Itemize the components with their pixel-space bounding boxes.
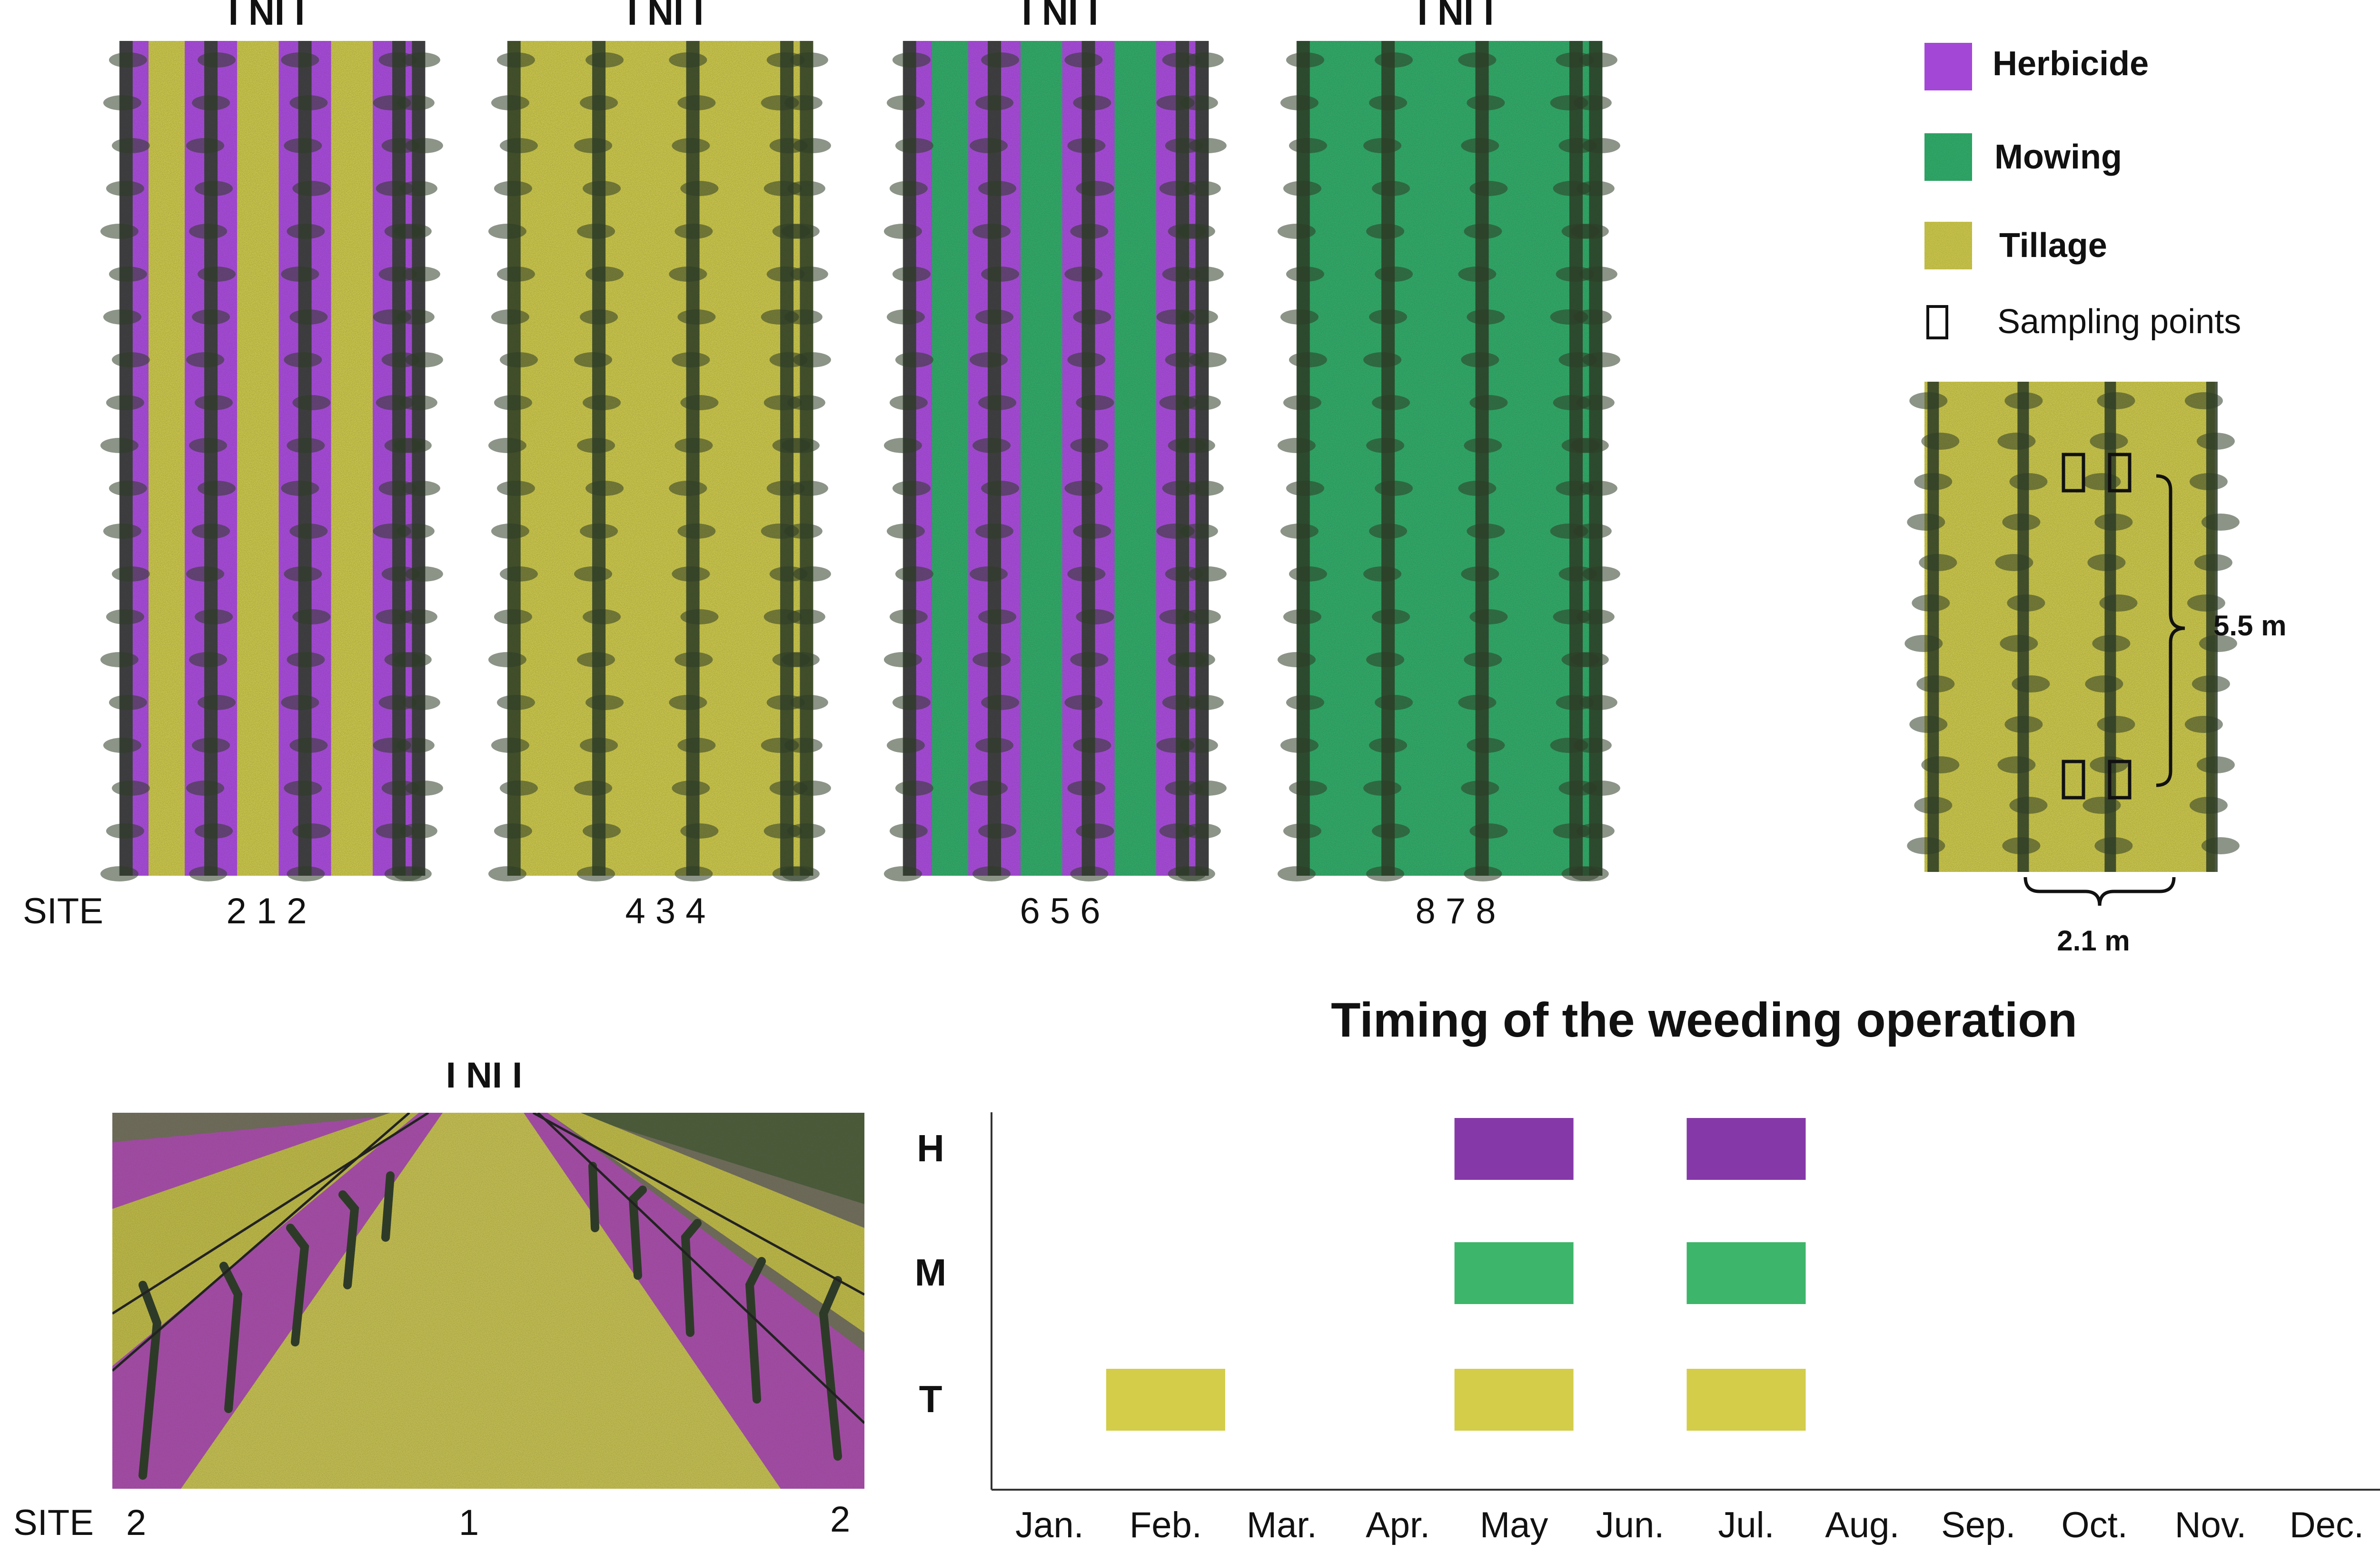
photo-site-left: 2 [126, 1503, 146, 1543]
operation-row-label: T [919, 1378, 942, 1420]
vineyard-photo [112, 1113, 864, 1489]
site-numbers-3: 6 5 6 [1020, 891, 1100, 931]
strip-panel-2 [488, 41, 831, 881]
site-numbers-4: 8 7 8 [1415, 891, 1496, 931]
site-labels-top: SITE 2 1 2 4 3 4 6 5 6 8 7 8 [23, 891, 1496, 931]
operation-bar [1454, 1242, 1574, 1304]
site-word-top: SITE [23, 891, 103, 931]
site-labels-bottom: SITE 2 1 2 [13, 1499, 850, 1543]
strip-panel-3 [883, 41, 1227, 881]
site-word-bottom: SITE [13, 1503, 94, 1543]
treatment-strip-panels [100, 41, 1620, 881]
strip-panel-4 [1277, 41, 1620, 881]
sampling-point-marker [2108, 453, 2132, 493]
timing-bars [1106, 1118, 1806, 1431]
legend-swatch-sampling-points [1926, 305, 1948, 339]
legend: Herbicide Mowing Tillage Sampling points [1924, 43, 2241, 341]
month-tick-label: Feb. [1130, 1505, 1202, 1545]
operation-row-label: M [915, 1251, 947, 1294]
operation-bar [1686, 1242, 1806, 1304]
sampling-point-marker [2062, 760, 2085, 800]
legend-label-tillage: Tillage [1999, 227, 2107, 265]
photo-site-center: 1 [459, 1503, 479, 1543]
timing-chart-title: Timing of the weeding operation [1331, 993, 2077, 1047]
vertical-brace [2156, 474, 2185, 787]
month-tick-label: Oct. [2062, 1505, 2128, 1545]
timing-chart: H M T Jan. Feb. Mar. Apr. May Jun. Jul. Aug. Sep. O… [915, 1112, 2380, 1545]
row-label-2: I NI I [627, 0, 704, 33]
sampling-scheme [1904, 382, 2240, 872]
operation-bar [1454, 1118, 1574, 1180]
sampling-annotations: 5.5 m 2.1 m [2023, 474, 2286, 957]
operation-row-label: H [917, 1127, 944, 1169]
horizontal-brace [2023, 877, 2176, 906]
operation-bar [1454, 1369, 1574, 1431]
operation-bar [1686, 1369, 1806, 1431]
strip-panel-1 [100, 41, 443, 881]
row-label-3: I NI I [1022, 0, 1098, 33]
timing-x-tick-labels: Jan. Feb. Mar. Apr. May Jun. Jul. Aug. Sep. Oct. N… [1015, 1505, 2364, 1545]
month-tick-label: Jan. [1015, 1505, 1084, 1545]
sampling-point-marker [2108, 760, 2132, 800]
month-tick-label: Sep. [1941, 1505, 2015, 1545]
sampling-point-marker [2062, 453, 2085, 493]
spacing-horizontal-label: 2.1 m [2057, 925, 2130, 957]
legend-label-mowing: Mowing [1994, 138, 2122, 176]
month-tick-label: Jul. [1718, 1505, 1774, 1545]
spacing-vertical-label: 5.5 m [2213, 610, 2286, 642]
legend-label-sampling-points: Sampling points [1997, 303, 2241, 341]
month-tick-label: May [1480, 1505, 1548, 1545]
strip-row-labels: I NI I I NI I I NI I I NI I [228, 0, 1494, 33]
month-tick-label: Aug. [1825, 1505, 1899, 1545]
month-tick-label: Apr. [1366, 1505, 1430, 1545]
row-label-1: I NI I [228, 0, 305, 33]
site-numbers-1: 2 1 2 [226, 891, 307, 931]
month-tick-label: Jun. [1596, 1505, 1665, 1545]
row-label-4: I NI I [1418, 0, 1494, 33]
month-tick-label: Nov. [2175, 1505, 2247, 1545]
photo-site-right: 2 [830, 1499, 850, 1540]
site-numbers-2: 4 3 4 [625, 891, 705, 931]
timing-y-tick-labels: H M T [915, 1127, 947, 1420]
month-tick-label: Dec. [2290, 1505, 2364, 1545]
legend-label-herbicide: Herbicide [1993, 45, 2149, 83]
operation-bar [1106, 1369, 1225, 1431]
operation-bar [1686, 1118, 1806, 1180]
month-tick-label: Mar. [1247, 1505, 1317, 1545]
photo-row-label: I NI I [446, 1055, 522, 1096]
